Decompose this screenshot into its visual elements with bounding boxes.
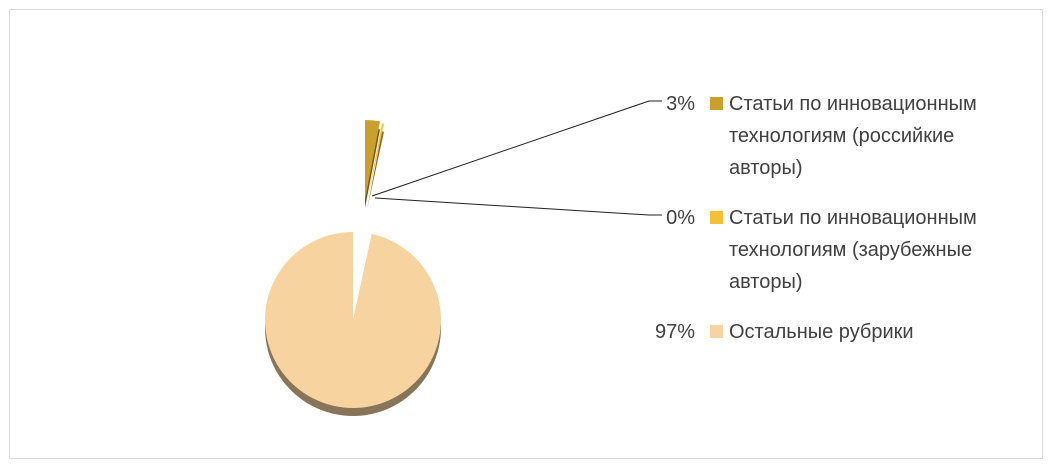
pie-slice-1 — [367, 123, 384, 202]
legend-label-1: Статьи по инновационным — [729, 207, 977, 229]
legend: 3% Статьи по инновационным технологиям (ро… — [655, 93, 977, 343]
value-label-2: 97% — [655, 321, 695, 343]
value-label-1: 0% — [666, 207, 695, 229]
pie-slice-2 — [264, 232, 441, 409]
legend-swatch-0 — [710, 97, 723, 110]
value-label-0: 3% — [666, 93, 695, 115]
legend-swatch-1 — [710, 211, 723, 224]
legend-label-0: технологиям (российкие — [729, 125, 954, 147]
legend-label-0: Статьи по инновационным — [729, 93, 977, 115]
legend-label-2: Остальные рубрики — [729, 321, 914, 343]
legend-label-0: авторы) — [729, 157, 803, 179]
legend-label-1: технологиям (зарубежные — [729, 239, 972, 261]
legend-swatch-2 — [710, 325, 723, 338]
leader-line-0 — [371, 100, 662, 197]
leader-lines — [371, 100, 662, 216]
leader-line-1 — [374, 197, 662, 216]
chart-area — [9, 9, 1043, 459]
pie-slices — [264, 120, 441, 409]
slice-depth-1 — [367, 131, 384, 210]
pie-slice-0 — [365, 120, 380, 200]
legend-label-1: авторы) — [729, 271, 803, 293]
